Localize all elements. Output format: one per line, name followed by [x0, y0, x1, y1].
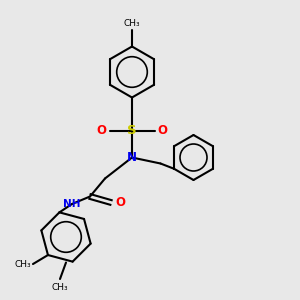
Text: CH₃: CH₃: [124, 20, 140, 28]
Text: N: N: [127, 151, 137, 164]
Text: NH: NH: [63, 199, 81, 209]
Text: O: O: [97, 124, 106, 137]
Text: CH₃: CH₃: [15, 260, 32, 268]
Text: O: O: [116, 196, 125, 209]
Text: O: O: [158, 124, 167, 137]
Text: S: S: [127, 124, 137, 137]
Text: CH₃: CH₃: [52, 284, 68, 292]
